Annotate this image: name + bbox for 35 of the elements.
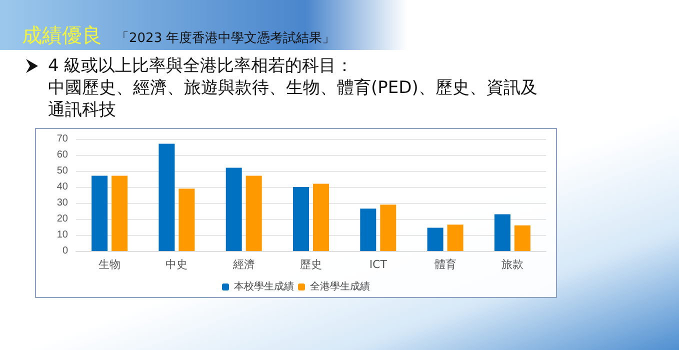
x-tick-label: 旅款 xyxy=(501,258,524,271)
y-tick-label: 60 xyxy=(56,150,68,160)
y-tick-label: 0 xyxy=(62,246,68,256)
x-tick-label: 生物 xyxy=(98,258,121,271)
bar xyxy=(158,144,175,251)
bar xyxy=(514,225,530,251)
y-tick-label: 30 xyxy=(56,198,68,208)
bar xyxy=(427,228,444,251)
bar xyxy=(112,176,128,251)
bar xyxy=(360,208,376,251)
x-tick-label: 體育 xyxy=(434,258,456,271)
chart-subtitle: 「2023 年度香港中學文憑考試結果」 xyxy=(116,30,336,47)
bar xyxy=(178,188,195,251)
y-tick-label: 70 xyxy=(56,134,68,144)
text: 4 級或以上比率與全港比率相若的科目： xyxy=(48,55,354,77)
text: 中國歷史、經濟、旅遊與款待、生物、體育(PED)、歷史、資訊及通訊科技 xyxy=(48,77,538,121)
bar xyxy=(494,214,510,251)
y-tick-label: 20 xyxy=(56,214,68,224)
bar xyxy=(380,204,396,251)
bar xyxy=(293,187,309,251)
x-tick-label: 歷史 xyxy=(300,258,322,271)
y-tick-label: 50 xyxy=(56,166,68,176)
bar xyxy=(92,176,108,251)
chart-title: 成績優良 xyxy=(22,22,102,49)
x-tick-label: 中史 xyxy=(166,258,188,271)
y-tick-label: 10 xyxy=(56,230,68,240)
bar xyxy=(246,176,262,251)
x-tick-label: 經濟 xyxy=(232,258,255,271)
legend-label: 本校學生成績 xyxy=(234,280,294,292)
bar xyxy=(447,224,464,251)
y-tick-label: 40 xyxy=(56,182,68,192)
x-tick-label: ICT xyxy=(369,258,388,271)
legend-label: 全港學生成績 xyxy=(310,280,370,292)
bar xyxy=(226,168,242,251)
bar xyxy=(313,184,329,251)
